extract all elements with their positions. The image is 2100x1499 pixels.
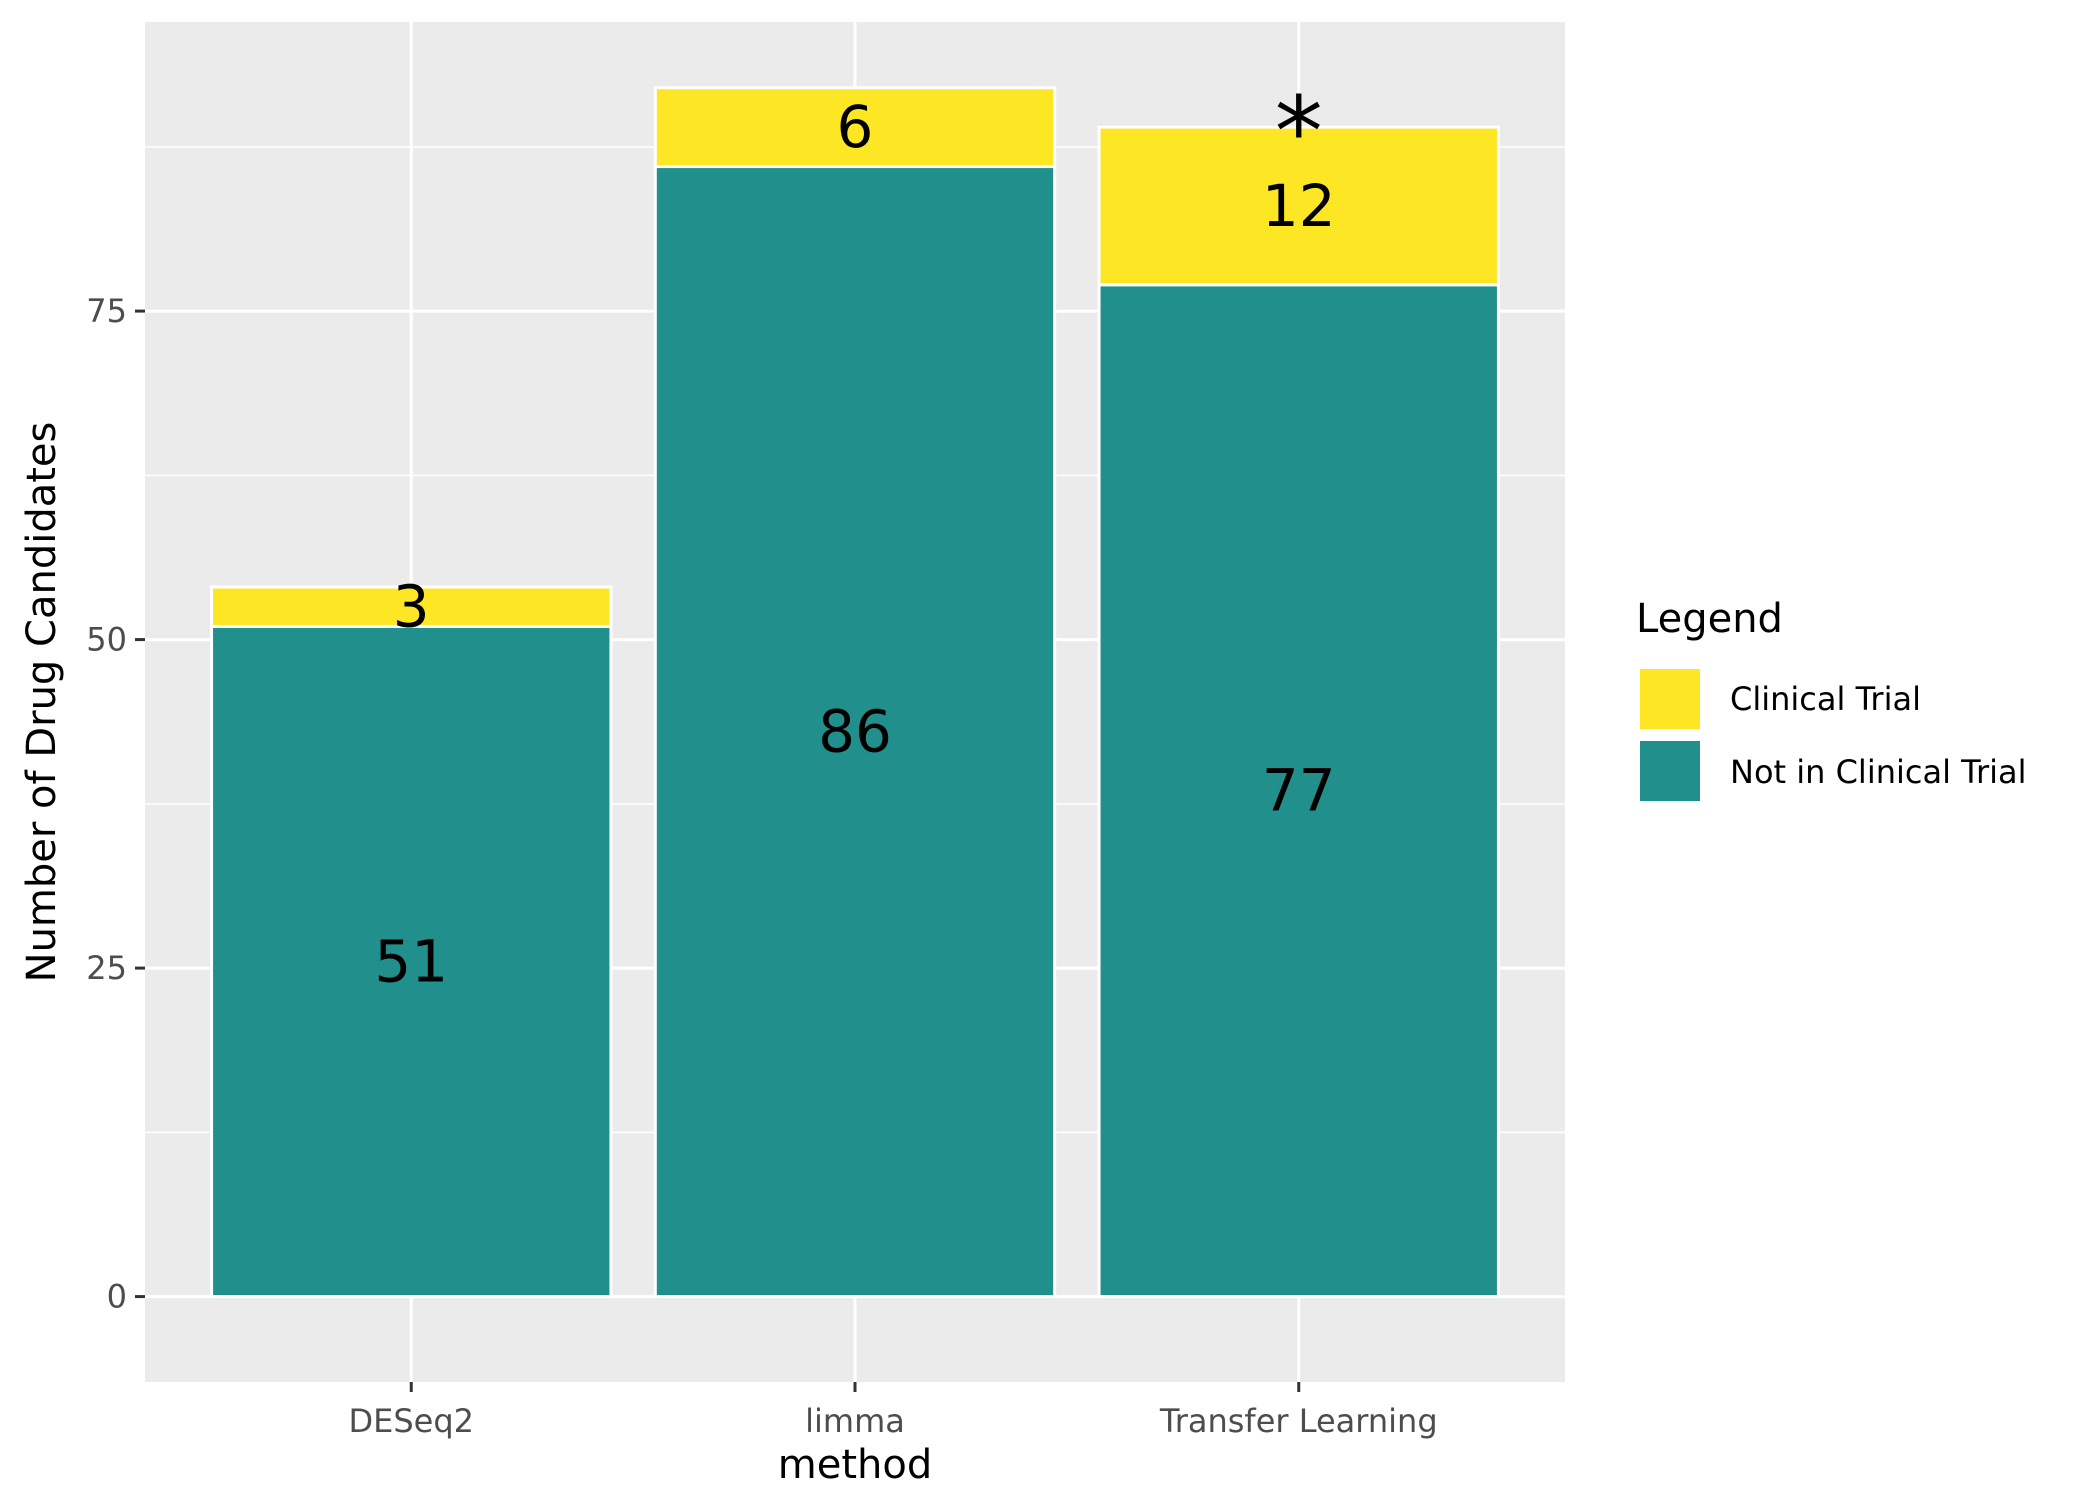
legend-item-not-in-clinical-trial: Not in Clinical Trial: [1636, 737, 2027, 805]
legend-title: Legend: [1636, 596, 1783, 642]
legend-item-clinical-trial: Clinical Trial: [1636, 665, 1921, 733]
y-axis-title: Number of Drug Candidates: [19, 422, 65, 983]
y-tick-label: 25: [86, 949, 127, 987]
bar-value-label: 86: [818, 698, 892, 766]
legend: Legend Clinical Trial Not in Clinical Tr…: [1636, 596, 2027, 805]
bar-segment: [653, 86, 1057, 169]
bars: [210, 86, 1500, 1299]
bar-segment: [653, 165, 1057, 1299]
bar-segment: [1097, 125, 1500, 287]
x-axis-title: method: [778, 1442, 932, 1488]
y-tick-label: 0: [107, 1278, 127, 1316]
y-tick-label: 75: [86, 292, 127, 330]
bar-segment: [1097, 283, 1500, 1299]
legend-swatch-clinical-trial: [1640, 669, 1700, 729]
axes: 0 25 50 75 DESeq2 limma Transfer Learning: [86, 292, 1437, 1440]
legend-swatch-not-in-clinical-trial: [1640, 741, 1700, 801]
y-tick-label: 50: [86, 621, 127, 659]
bar-value-label: 77: [1262, 757, 1336, 825]
bar-value-label: 12: [1262, 172, 1336, 240]
bar-value-label: 6: [837, 93, 874, 161]
significance-annotation: *: [1275, 76, 1323, 188]
bar-segment: [210, 585, 613, 628]
x-tick-label: Transfer Learning: [1159, 1402, 1438, 1440]
bar-labels: 51 86 77 3 6 12*: [374, 76, 1335, 995]
x-tick-label: limma: [805, 1402, 905, 1440]
bar-value-label: 3: [393, 573, 430, 641]
x-tick-label: DESeq2: [348, 1402, 474, 1440]
bar-value-label: 51: [374, 928, 448, 996]
legend-label-clinical-trial: Clinical Trial: [1730, 680, 1921, 718]
bar-segment: [210, 624, 613, 1299]
legend-label-not-in-clinical-trial: Not in Clinical Trial: [1730, 753, 2027, 791]
